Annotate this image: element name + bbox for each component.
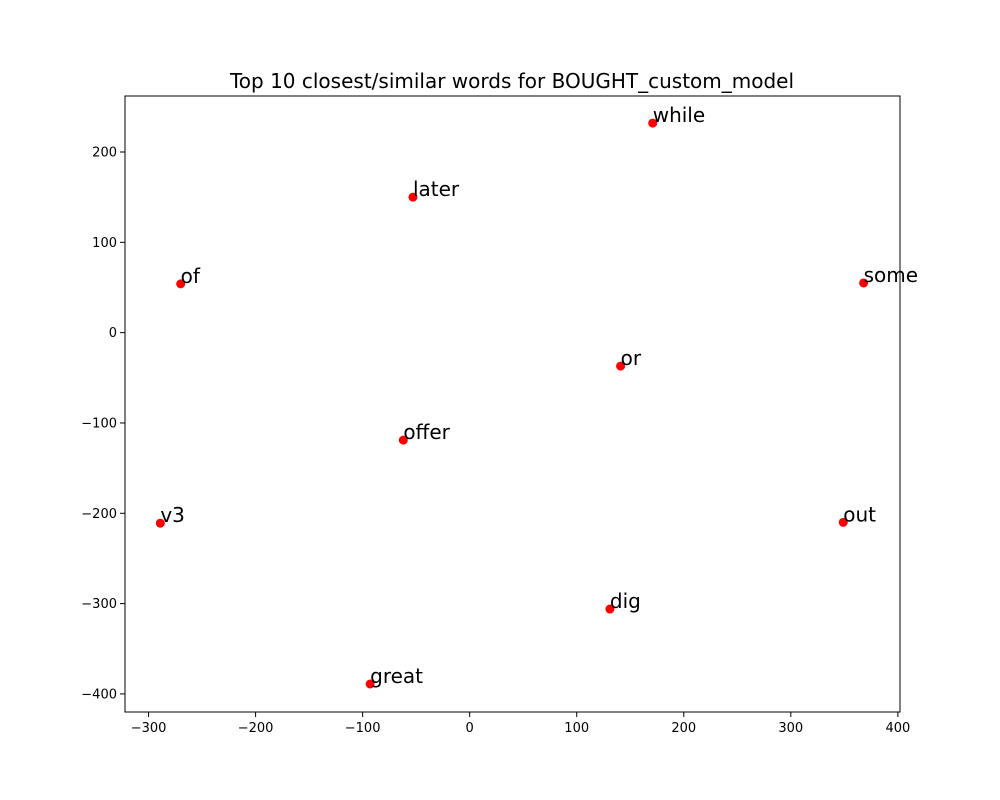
- y-tick-label: 200: [92, 146, 117, 161]
- word-label-some: some: [864, 263, 918, 287]
- y-tick-label: −100: [81, 416, 117, 431]
- data-point-of: [176, 279, 186, 289]
- y-axis: 200 100 0 −100 −200 −300 −400: [81, 146, 125, 702]
- data-point-while: [648, 118, 658, 128]
- x-tick-label: 100: [564, 721, 589, 736]
- word-label-great: great: [370, 664, 423, 688]
- x-tick-label: −300: [131, 721, 167, 736]
- y-tick-label: 0: [109, 326, 117, 341]
- data-points: [155, 118, 869, 689]
- word-label-offer: offer: [403, 420, 450, 444]
- word-label-while: while: [653, 103, 705, 127]
- y-tick-label: −400: [81, 687, 117, 702]
- x-tick-label: −100: [345, 721, 381, 736]
- y-tick-label: −200: [81, 507, 117, 522]
- data-point-great: [365, 679, 375, 689]
- x-tick-label: 300: [778, 721, 803, 736]
- word-label-or: or: [621, 346, 642, 370]
- word-label-of: of: [181, 264, 201, 288]
- data-point-later: [408, 192, 418, 202]
- x-axis: −300 −200 −100 0 100 200 300 400: [131, 712, 910, 736]
- word-label-v3: v3: [160, 503, 185, 527]
- chart-title: Top 10 closest/similar words for BOUGHT_…: [229, 69, 794, 93]
- word-labels: while later of some or offer v3 out dig great: [160, 103, 918, 688]
- data-point-dig: [605, 604, 615, 614]
- x-tick-label: 0: [466, 721, 474, 736]
- x-tick-label: −200: [238, 721, 274, 736]
- data-point-some: [859, 278, 869, 288]
- data-point-or: [616, 361, 626, 371]
- word-label-out: out: [843, 502, 876, 526]
- word-label-later: later: [413, 177, 460, 201]
- data-point-out: [838, 517, 848, 527]
- data-point-offer: [398, 435, 408, 445]
- x-tick-label: 400: [885, 721, 910, 736]
- y-tick-label: 100: [92, 236, 117, 251]
- x-tick-label: 200: [671, 721, 696, 736]
- y-tick-label: −300: [81, 597, 117, 612]
- data-point-v3: [155, 518, 165, 528]
- plot-area-frame: [124, 95, 901, 713]
- word-label-dig: dig: [610, 589, 641, 613]
